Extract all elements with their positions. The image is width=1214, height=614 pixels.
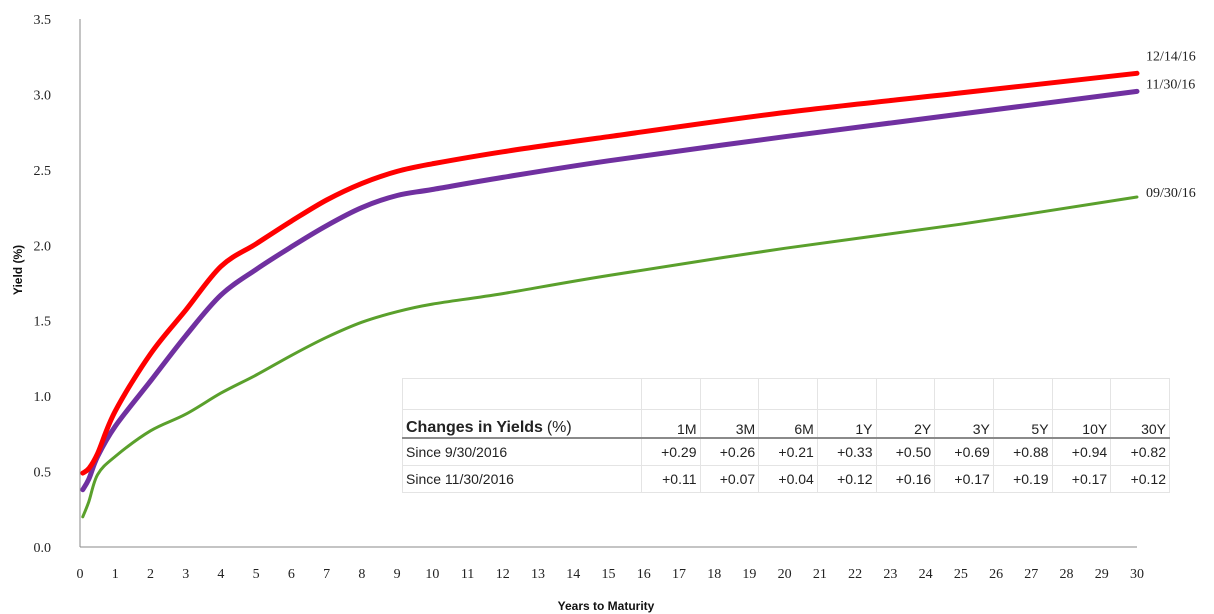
x-tick-label: 22 [848,567,862,582]
y-tick-label: 2.5 [34,164,52,179]
table-cell: +0.12 [1110,464,1170,494]
x-tick-label: 10 [425,567,439,582]
x-tick-label: 13 [531,567,545,582]
column-header: 6M [758,409,818,439]
table-row: Since 9/30/2016 +0.29 +0.26 +0.21 +0.33 +0.50… [402,437,1170,466]
series-label: 12/14/16 [1146,49,1196,64]
table-cell: +0.04 [758,464,818,494]
table-cell: +0.26 [699,437,760,466]
table-cell: +0.50 [875,437,936,466]
column-header: 30Y [1110,409,1170,439]
y-tick-label: 0.5 [34,466,52,481]
series-line-11-30-16 [80,88,1140,493]
plot-lines [80,70,1140,519]
x-tick-label: 3 [182,567,189,582]
x-axis-title: Years to Maturity [558,599,655,613]
table-cell: +0.17 [934,464,994,494]
x-tick-label: 4 [217,567,224,582]
table-unit: (%) [546,418,572,436]
y-tick-label: 1.5 [34,315,52,330]
x-tick-label: 18 [707,567,721,582]
table-cell: +0.29 [640,437,701,466]
x-tick-label: 5 [253,567,260,582]
column-header: 3Y [934,409,994,439]
y-tick-label: 3.5 [34,13,52,28]
x-tick-label: 27 [1024,567,1038,582]
table-cell: +0.21 [758,437,818,466]
column-header: 10Y [1051,409,1112,439]
row-label: Since 9/30/2016 [402,437,642,466]
column-header: 5Y [992,409,1053,439]
x-tick-label: 26 [989,567,1003,582]
x-tick-label: 15 [602,567,616,582]
x-tick-label: 8 [358,567,365,582]
x-tick-label: 25 [954,567,968,582]
table-cell: +0.11 [640,464,701,494]
x-tick-label: 29 [1095,567,1109,582]
column-header: 3M [699,409,760,439]
y-tick-label: 2.0 [34,239,52,254]
x-tick-label: 2 [147,567,154,582]
x-tick-label: 1 [112,567,119,582]
x-tick-label: 21 [813,567,827,582]
x-tick-label: 30 [1130,567,1144,582]
series-line-12-14-16 [80,70,1140,476]
table-title-cell: Changes in Yields (%) [402,409,642,439]
x-tick-label: 7 [323,567,330,582]
x-tick-label: 14 [566,567,580,582]
x-tick-label: 23 [883,567,897,582]
y-axis: 0.0 0.5 1.0 1.5 2.0 2.5 3.0 3.5 [34,13,81,556]
y-tick-label: 3.0 [34,88,52,103]
table-title: Changes in Yields [406,418,543,436]
x-tick-label: 20 [778,567,792,582]
series-labels: 12/14/16 11/30/16 09/30/16 [1146,49,1196,201]
x-tick-label: 16 [637,567,651,582]
x-tick-label: 0 [77,567,84,582]
table-row: Since 11/30/2016 +0.11 +0.07 +0.04 +0.12 +0.1… [402,464,1170,494]
table-cell: +0.94 [1051,437,1112,466]
y-axis-title: Yield (%) [11,245,25,295]
table-header-row: Changes in Yields (%) 1M 3M 6M 1Y 2Y 3Y 5Y 10Y 3… [402,409,1170,439]
x-tick-label: 9 [394,567,401,582]
table-cell: +0.19 [992,464,1053,494]
row-label: Since 11/30/2016 [402,464,642,494]
table-spacer-row [402,377,1170,411]
table-cell: +0.82 [1110,437,1170,466]
table-cell: +0.17 [1051,464,1112,494]
table-cell: +0.12 [816,464,877,494]
x-tick-label: 17 [672,567,686,582]
column-header: 2Y [875,409,936,439]
x-tick-label: 12 [496,567,510,582]
y-tick-label: 0.0 [34,541,52,556]
table-cell: +0.69 [934,437,994,466]
series-label: 11/30/16 [1146,77,1195,92]
series-line-09-30-16 [81,195,1139,519]
x-tick-label: 24 [919,567,933,582]
x-tick-label: 6 [288,567,295,582]
x-tick-label: 28 [1060,567,1074,582]
x-tick-label: 19 [742,567,756,582]
column-header: 1Y [816,409,877,439]
column-header: 1M [640,409,701,439]
x-tick-label: 11 [461,567,474,582]
y-tick-label: 1.0 [34,390,52,405]
series-label: 09/30/16 [1146,186,1196,201]
table-cell: +0.07 [699,464,760,494]
table-cell: +0.33 [816,437,877,466]
changes-in-yields-table: Changes in Yields (%) 1M 3M 6M 1Y 2Y 3Y 5Y 10Y 3… [402,377,1170,494]
x-axis: 0 1 2 3 4 5 6 7 8 9 10 11 12 13 14 15 16 17 18 19 20 21 22 23 24… [77,546,1144,582]
table-cell: +0.88 [992,437,1053,466]
table-cell: +0.16 [875,464,936,494]
